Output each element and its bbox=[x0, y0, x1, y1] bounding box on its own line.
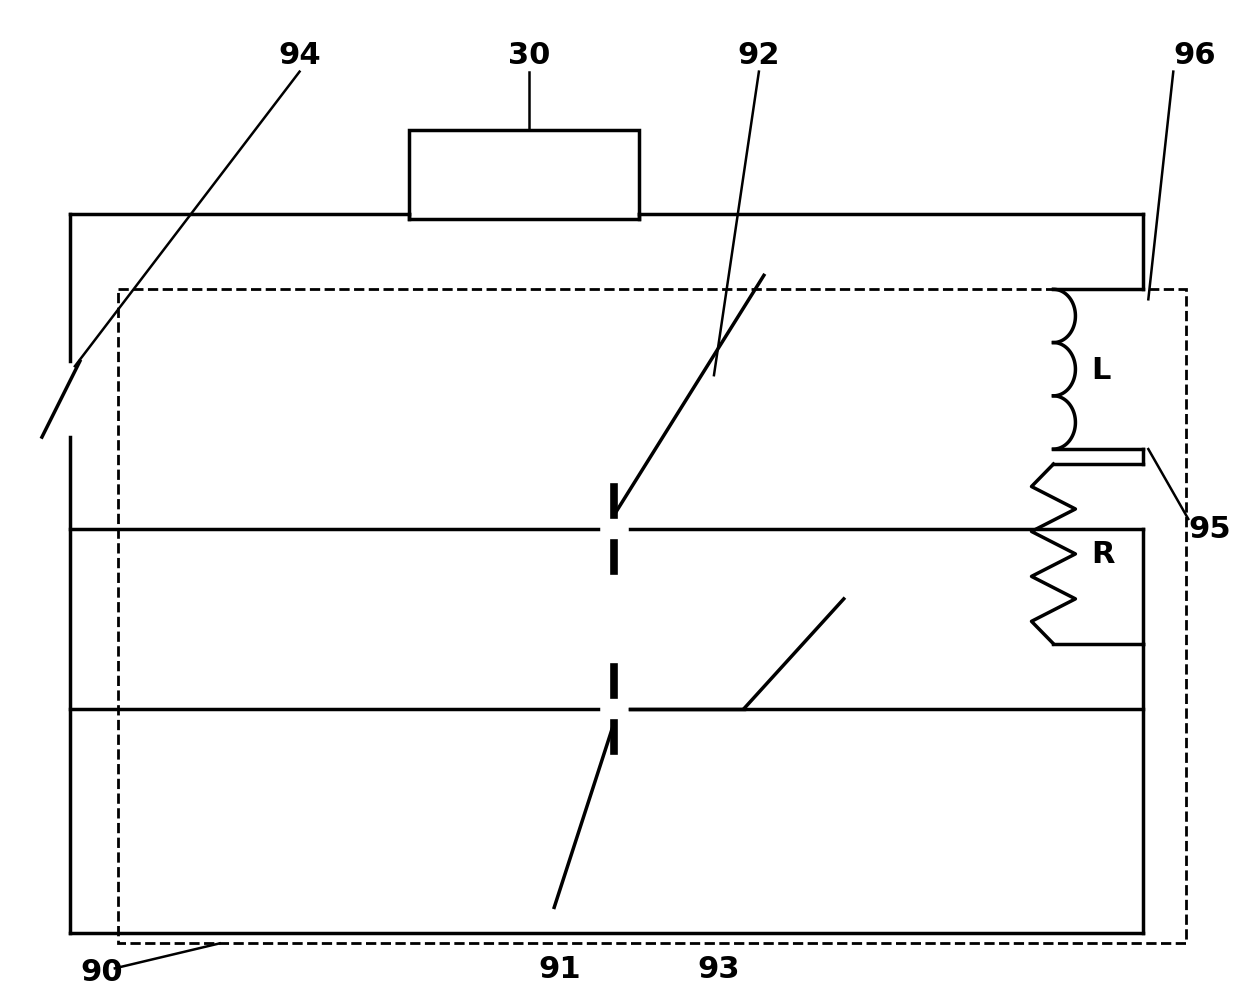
Text: 95: 95 bbox=[1188, 515, 1230, 544]
Text: 91: 91 bbox=[538, 954, 581, 983]
Text: 94: 94 bbox=[279, 41, 321, 70]
Text: 90: 90 bbox=[79, 957, 123, 986]
Text: 30: 30 bbox=[508, 41, 550, 70]
Text: R: R bbox=[1092, 540, 1115, 569]
Text: 93: 93 bbox=[698, 954, 740, 983]
Bar bbox=[118, 290, 1186, 944]
Text: L: L bbox=[1092, 355, 1111, 384]
Bar bbox=[409, 130, 639, 221]
Text: 96: 96 bbox=[1173, 41, 1215, 70]
Text: 92: 92 bbox=[737, 41, 781, 70]
